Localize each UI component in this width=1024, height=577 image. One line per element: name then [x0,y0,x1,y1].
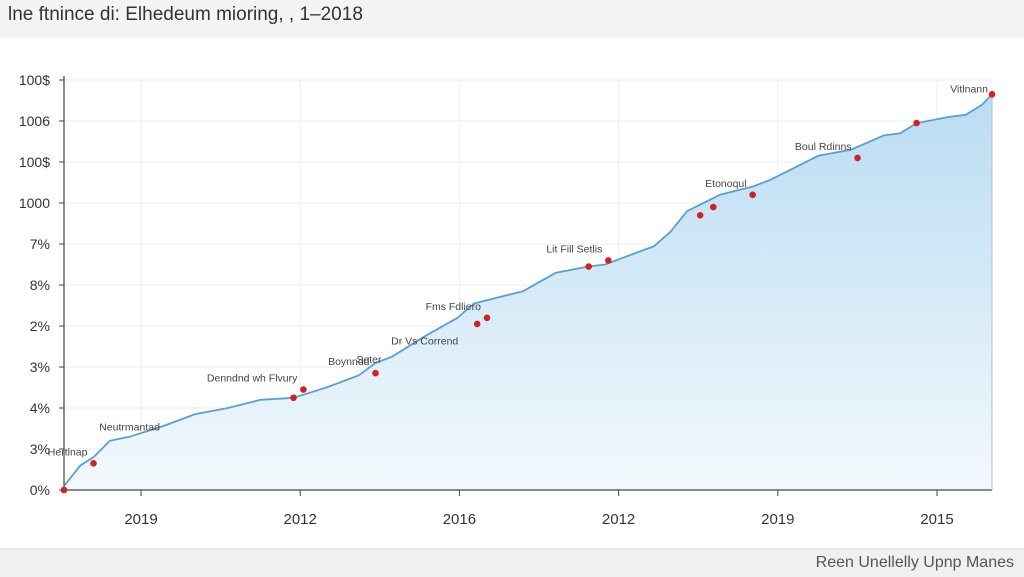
axis-layer: 0% 3% 4% 3% 2% 8% 7% 1000 100$ 1006 100$ 2019 2012 20… [19,72,993,528]
data-point-marker [300,386,307,393]
data-point-marker [749,191,756,199]
x-tick-label: 2015 [920,511,953,528]
data-point-label: Hertlnap [48,446,88,458]
y-tick-label: 3% [30,359,50,375]
data-point-marker [696,212,704,219]
data-point-marker [709,203,717,211]
series-line [63,93,993,487]
y-tick-label: 4% [30,400,50,416]
annotation-label: Neutrmantad [99,422,160,434]
chart-frame: 0% 3% 4% 3% 2% 8% 7% 1000 100$ 1006 100$ 2019 2012 20… [0,38,1024,548]
y-tick-label: 100$ [19,154,50,170]
data-point-marker [585,263,592,270]
footer-bar: Reen Unellelly Upnp Manes [0,548,1024,577]
x-tick-label: 2019 [124,511,157,528]
label-layer: Hertlnap Denndnd wh Flvury Boynndd Fms Fdli… [48,83,988,458]
x-tick-label: 2019 [761,511,794,528]
data-point-label: Vitlnann [950,83,988,95]
data-point-label: Boul Rdinns [795,141,852,153]
data-point-marker [854,154,861,162]
y-tick-label: 100$ [19,72,50,88]
y-tick-label: 1006 [19,113,50,129]
y-tick-label: 1000 [19,195,50,211]
title-bar: lne ftnince di: Elhedeum mioring, , 1–20… [0,0,1024,39]
y-tick-label: 0% [30,482,50,498]
data-point-marker [90,460,97,467]
data-point-marker [290,394,297,402]
data-point-label: Lit Fill Setlis [546,243,602,255]
data-point-marker [372,369,379,377]
data-point-label: Etonoqul [705,178,746,190]
footer-text: Reen Unellelly Upnp Manes [815,554,1014,571]
annotation-label: Dr Vs Corrend [391,335,458,347]
chart-title: lne ftnince di: Elhedeum mioring, , 1–20… [8,4,363,25]
data-point-marker [988,91,996,98]
y-tick-label: 3% [30,441,50,457]
y-tick-label: 2% [30,318,50,334]
x-tick-label: 2016 [443,511,476,528]
y-tick-label: 8% [30,277,50,293]
data-point-label: Denndnd wh Flvury [207,373,298,385]
data-point-marker [473,320,481,328]
data-point-marker [913,119,920,127]
data-point-marker [60,486,68,494]
data-point-marker [605,257,612,264]
marker-layer [60,91,996,494]
data-point-marker [483,314,491,322]
annotation-label: Seter [356,354,382,366]
chart-svg: 0% 3% 4% 3% 2% 8% 7% 1000 100$ 1006 100$ 2019 2012 20… [19,72,996,528]
area-fill [64,94,992,491]
area-layer [63,93,993,491]
x-tick-label: 2012 [602,511,635,528]
data-point-label: Boynndd [328,356,370,368]
data-point-label: Fms Fdliero [426,301,482,313]
y-tick-label: 7% [30,236,50,252]
x-tick-label: 2012 [284,511,317,528]
